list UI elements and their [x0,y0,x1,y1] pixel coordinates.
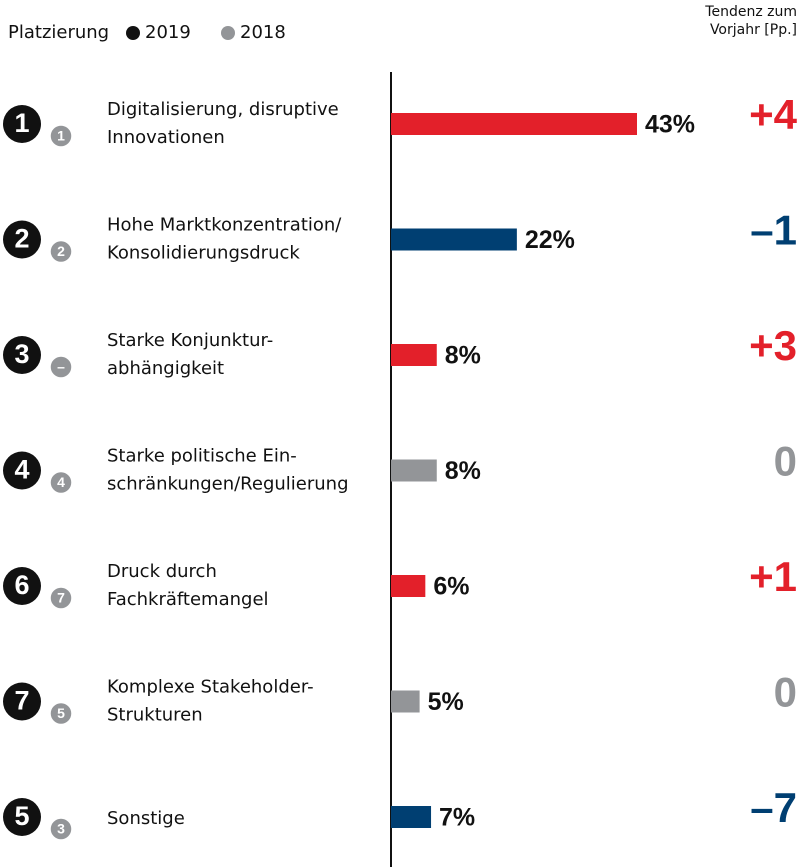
rank-2019 [3,682,41,721]
rank-2018-label: 5 [57,705,65,721]
row-label: Strukturen [107,705,203,726]
bar [391,459,437,482]
rank-2019-label: 5 [14,801,29,831]
rank-2018 [49,817,73,841]
legend-dot [221,26,235,40]
row-label: abhängigkeit [107,358,224,379]
value-label: 8% [445,457,481,485]
trend-label: +3 [749,322,797,369]
rank-2019 [3,798,41,836]
trend-label: –1 [750,207,797,254]
rank-2018 [49,124,73,148]
trend-label: 0 [774,669,797,716]
value-label: 6% [433,573,469,601]
row-label: Konsolidierungsdruck [107,243,300,264]
row-label: Starke Konjunktur- [107,330,273,351]
trend-title: Tendenz zum [704,4,797,20]
row-label: Sonstige [107,808,185,829]
trend-label: +4 [749,91,798,138]
rank-2019-label: 1 [14,108,29,138]
rank-2019 [3,105,41,143]
bar [391,690,420,713]
rank-2019-label: 7 [14,686,29,716]
legend-dot [126,26,140,40]
bar [391,344,437,366]
row-label: Hohe Marktkonzentration/ [107,215,342,236]
rank-2018-label: 1 [57,128,65,144]
legend-label: 2019 [145,22,191,43]
rank-2019-label: 3 [14,339,29,369]
bar [391,113,637,135]
rank-2018 [49,470,73,495]
rank-2018 [49,586,73,610]
rank-2019 [3,451,41,490]
rank-2019 [3,567,41,605]
row-label: Digitalisierung, disruptive [107,99,339,120]
rank-2018 [49,239,73,264]
rank-2018-label: – [57,359,65,375]
rank-2018 [49,701,73,726]
trend-label: +1 [749,553,797,600]
rank-2018-label: 7 [57,590,65,606]
rank-2019-label: 2 [14,224,29,254]
trend-label: 0 [774,438,797,485]
row-label: schränkungen/Regulierung [107,474,349,495]
bar [391,575,426,597]
row-label: Komplexe Stakeholder- [107,677,314,698]
row-label: Starke politische Ein- [107,446,297,467]
row-label: Fachkräftemangel [107,589,269,610]
row-label: Innovationen [107,127,225,148]
rank-2018 [49,355,73,379]
bar [391,806,432,828]
header: Platzierung [8,22,109,43]
value-label: 5% [428,688,464,716]
rank-2018-label: 4 [57,474,65,490]
rank-2019-label: 4 [14,455,29,485]
bar [391,228,517,251]
trend-title: Vorjahr [Pp.] [710,22,797,38]
value-label: 22% [525,226,575,254]
value-label: 7% [439,804,475,832]
rank-2018-label: 2 [57,243,65,259]
value-label: 43% [645,111,695,139]
row-label: Druck durch [107,561,217,582]
value-label: 8% [445,342,481,370]
rank-2019 [3,220,41,259]
rank-2019-label: 6 [14,570,29,600]
legend-label: 2018 [240,22,286,43]
trend-label: –7 [750,784,797,831]
rank-2018-label: 3 [57,821,65,837]
rank-2019 [3,336,41,374]
